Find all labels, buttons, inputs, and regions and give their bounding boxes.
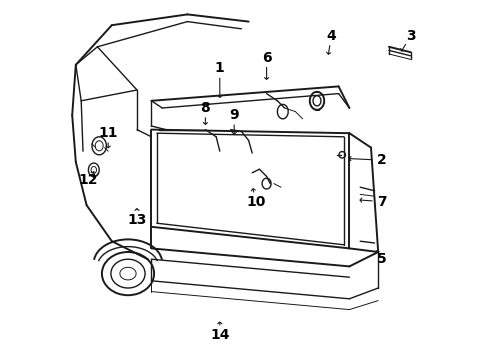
Text: 1: 1 (215, 62, 225, 75)
Text: 3: 3 (406, 29, 416, 43)
Text: 6: 6 (262, 51, 271, 64)
Text: 9: 9 (229, 108, 239, 122)
Text: 10: 10 (246, 195, 266, 208)
Text: 14: 14 (210, 328, 229, 342)
Text: 5: 5 (377, 252, 387, 266)
Text: 13: 13 (127, 213, 147, 226)
Text: 4: 4 (326, 29, 336, 43)
Text: 7: 7 (377, 195, 387, 208)
Text: 12: 12 (79, 173, 98, 187)
Text: 11: 11 (98, 126, 118, 140)
Text: 2: 2 (377, 153, 387, 167)
Text: 8: 8 (200, 101, 210, 115)
